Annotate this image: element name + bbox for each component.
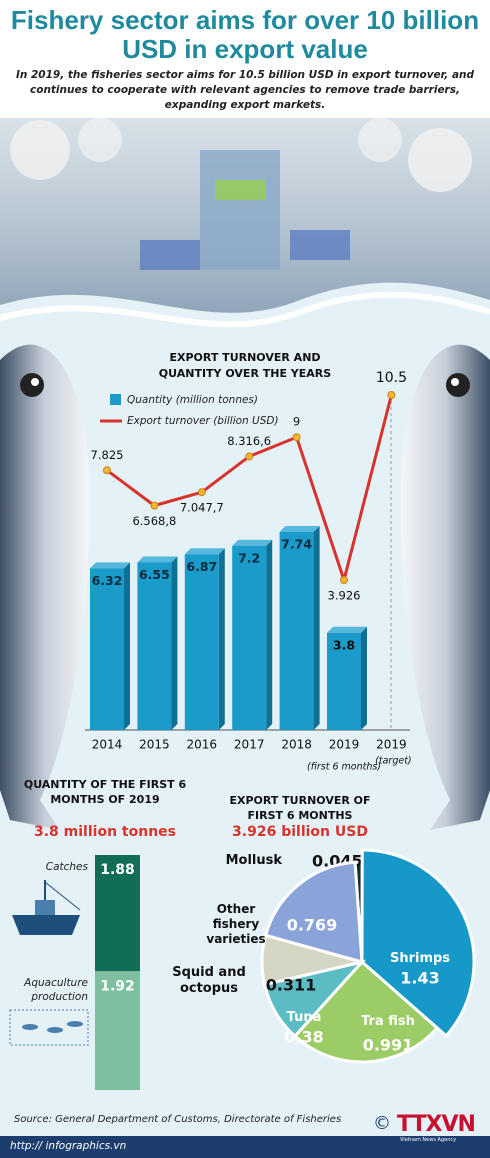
wave-line <box>0 291 490 328</box>
slice-value-label: 0.311 <box>266 976 317 995</box>
bar-value-label: 7.2 <box>238 550 260 565</box>
footer-bar <box>0 1136 490 1158</box>
segment-value-label: 1.88 <box>100 862 135 878</box>
x-tick-label: 2019 <box>376 738 407 752</box>
bar-top <box>90 562 130 569</box>
bar <box>327 632 361 730</box>
legend-label: Export turnover (billion USD) <box>127 415 279 427</box>
line-value-label: 8.316,6 <box>227 434 271 448</box>
bar-segment <box>95 855 140 972</box>
chart-title: EXPORT TURNOVER AND QUANTITY OVER THE YE… <box>158 351 332 380</box>
slice-value-label: 0.769 <box>287 916 338 935</box>
x-tick-label: 2019 <box>329 738 360 752</box>
line-point <box>103 466 111 475</box>
line-value-label: 3.926 <box>328 589 361 603</box>
x-tick-label: 2018 <box>281 738 312 752</box>
segment-label: Catches <box>45 861 88 873</box>
legend-label: Quantity (million tonnes) <box>127 394 258 406</box>
x-tick-label: 2014 <box>92 738 123 752</box>
logo-subtitle: Vietnam News Agency <box>400 1137 457 1143</box>
bar-value-label: 7.74 <box>281 537 312 552</box>
x-tick-label: 2017 <box>234 738 265 752</box>
chart-title: QUANTITY OF THE FIRST 6 MONTHS OF 2019 <box>23 778 187 806</box>
line-value-label: 9 <box>293 415 300 429</box>
slice-label: Mollusk <box>225 853 282 868</box>
x-tick-label: 2016 <box>187 738 218 752</box>
bar <box>232 545 267 730</box>
segment-label: Aquaculture production <box>24 977 88 1004</box>
bar-top <box>232 539 273 546</box>
line-value-label: 6.568,8 <box>132 514 176 528</box>
logo: TTXVN <box>397 1112 476 1137</box>
bar-top <box>279 526 320 532</box>
pie-slice <box>263 860 364 965</box>
pie-slice <box>360 848 476 1038</box>
slice-value-label: 0.38 <box>284 1028 323 1047</box>
line-point <box>197 488 206 497</box>
bar-side <box>124 562 130 730</box>
line-point <box>292 433 301 442</box>
bar <box>90 568 124 730</box>
slice-value-label: 1.43 <box>400 969 439 988</box>
slice-value-label: 0.991 <box>363 1036 414 1055</box>
line-value-label: 7.047,7 <box>180 501 224 515</box>
slice-label: Tra fish <box>361 1014 415 1029</box>
source: Source: General Department of Customs, D… <box>14 1114 342 1125</box>
bar <box>184 554 219 730</box>
copyright: © <box>373 1113 391 1134</box>
line-value-label: 10.5 <box>376 370 407 386</box>
url: http:// infographics.vn <box>10 1140 127 1152</box>
fish-right <box>400 344 490 830</box>
bar-top <box>327 626 367 633</box>
chart-title: EXPORT TURNOVER OF FIRST 6 MONTHS <box>229 794 371 822</box>
bar-value-label: 6.55 <box>139 567 170 582</box>
x-tick-label: 2015 <box>139 738 170 752</box>
chart-subtitle: 3.926 billion USD <box>232 824 368 840</box>
slice-label: Tuna <box>286 1010 322 1025</box>
photo-detail <box>10 118 472 270</box>
bar-top <box>184 548 225 555</box>
fish-left <box>0 344 90 830</box>
legend-swatch <box>110 394 121 405</box>
chart-subtitle: 3.8 million tonnes <box>34 824 176 840</box>
x-tick-note: (first 6 months) <box>307 762 381 773</box>
bar-side <box>171 556 178 730</box>
line-point <box>245 452 254 461</box>
bar <box>137 562 172 730</box>
line-value-label: 7.825 <box>91 448 124 462</box>
x-tick-note: (target) <box>375 756 411 767</box>
subtitle: In 2019, the fisheries sector aims for 1… <box>15 69 475 111</box>
slice-label: Shrimps <box>389 951 451 966</box>
bar-top <box>137 556 178 563</box>
bar-value-label: 6.32 <box>92 573 123 588</box>
net-icon <box>9 1009 89 1046</box>
pie-slice <box>292 959 440 1064</box>
boat-icon <box>12 880 81 935</box>
bar-value-label: 3.8 <box>333 637 355 652</box>
slice-label: Other fishery varieties <box>206 902 266 946</box>
bar-side <box>313 526 320 730</box>
title: Fishery sector aims for over 10 billion … <box>10 5 480 64</box>
bar-value-label: 6.87 <box>186 559 217 574</box>
bar-segment <box>95 971 140 1090</box>
segment-value-label: 1.92 <box>100 978 135 994</box>
bar-side <box>218 548 225 730</box>
bar-side <box>266 539 273 730</box>
slice-label: Squid and octopus <box>172 965 246 996</box>
bar <box>279 532 314 730</box>
bar-side <box>361 626 367 730</box>
line-point <box>340 576 348 584</box>
line-point <box>150 501 159 510</box>
line-point <box>387 391 396 399</box>
